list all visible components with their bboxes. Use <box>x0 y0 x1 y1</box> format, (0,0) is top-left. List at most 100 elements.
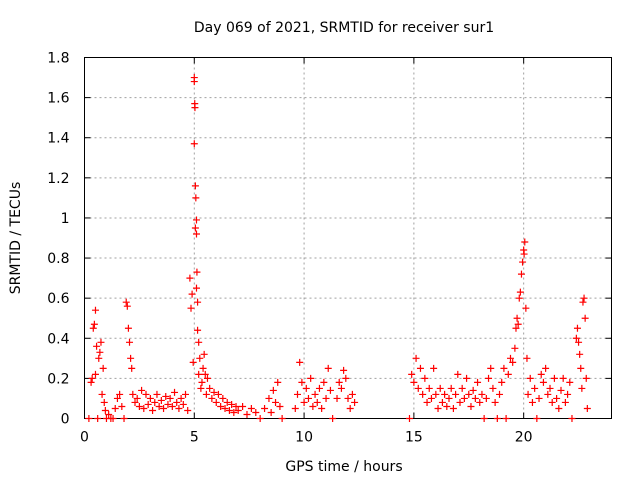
y-axis-label: SRMTID / TECUs <box>8 182 24 295</box>
data-point <box>196 354 204 362</box>
data-point <box>482 394 490 402</box>
data-point <box>498 378 506 386</box>
data-point <box>265 394 273 402</box>
data-point <box>149 406 157 414</box>
data-point <box>579 298 587 306</box>
data-point <box>467 402 475 410</box>
data-point <box>485 374 493 382</box>
data-point <box>416 364 424 372</box>
data-point <box>194 326 202 334</box>
data-point <box>517 270 525 278</box>
data-point <box>135 402 143 410</box>
data-point <box>206 384 214 392</box>
data-point <box>514 320 522 328</box>
data-point <box>228 400 236 408</box>
data-point <box>449 404 457 412</box>
data-point <box>333 394 341 402</box>
data-point <box>133 394 141 402</box>
y-tick-label: 1.8 <box>47 51 69 67</box>
data-point <box>194 298 202 306</box>
data-point <box>528 398 536 406</box>
data-point <box>140 404 148 412</box>
data-point <box>138 386 146 394</box>
data-point <box>519 258 527 266</box>
data-point <box>162 392 170 400</box>
data-point <box>201 370 209 378</box>
data-point <box>100 398 108 406</box>
data-point <box>90 320 98 328</box>
data-point <box>307 374 315 382</box>
data-point <box>513 314 521 322</box>
data-point <box>315 384 323 392</box>
data-point <box>581 314 589 322</box>
data-point <box>311 390 319 398</box>
data-point <box>144 400 152 408</box>
y-tick-label: 1.4 <box>47 131 69 147</box>
x-tick-label: 20 <box>515 430 533 446</box>
data-point <box>122 298 130 306</box>
data-point <box>192 284 200 292</box>
data-point <box>544 390 552 398</box>
data-point <box>322 394 330 402</box>
data-point <box>555 404 563 412</box>
data-point <box>88 374 96 382</box>
data-point <box>298 378 306 386</box>
data-point <box>202 390 210 398</box>
data-point <box>318 404 326 412</box>
data-point <box>548 398 556 406</box>
data-point <box>500 364 508 372</box>
data-point <box>109 415 117 422</box>
grid <box>84 57 612 419</box>
data-point <box>557 386 565 394</box>
data-point <box>572 334 580 342</box>
y-tick-label: 1.6 <box>47 91 69 107</box>
data-point <box>504 370 512 378</box>
data-point <box>198 378 206 386</box>
data-point <box>463 374 471 382</box>
data-point <box>232 402 240 410</box>
data-point <box>521 238 529 246</box>
data-point <box>539 378 547 386</box>
data-point <box>573 324 581 332</box>
data-point <box>522 304 530 312</box>
data-point <box>193 268 201 276</box>
data-point <box>526 374 534 382</box>
data-point <box>190 78 198 86</box>
data-point <box>493 415 501 422</box>
data-point <box>425 384 433 392</box>
data-point <box>192 216 200 224</box>
y-tick-label: 0.8 <box>47 251 69 267</box>
data-point <box>261 404 269 412</box>
y-tick-label: 0.4 <box>47 331 69 347</box>
data-point <box>480 415 488 422</box>
data-point <box>434 404 442 412</box>
data-point <box>128 364 136 372</box>
data-point <box>516 288 524 296</box>
data-point <box>577 364 585 372</box>
data-point <box>427 394 435 402</box>
data-point <box>509 358 517 366</box>
data-point <box>546 384 554 392</box>
data-point <box>531 384 539 392</box>
data-point <box>120 415 128 422</box>
data-point <box>190 140 198 148</box>
data-point <box>423 398 431 406</box>
data-point <box>276 402 284 410</box>
data-point <box>561 398 569 406</box>
data-point <box>164 400 172 408</box>
data-point <box>91 370 99 378</box>
data-point <box>195 370 203 378</box>
data-point <box>199 364 207 372</box>
data-point <box>320 378 328 386</box>
data-point <box>95 354 103 362</box>
data-point <box>247 404 255 412</box>
data-point <box>443 402 451 410</box>
data-point <box>582 374 590 382</box>
data-point <box>465 390 473 398</box>
data-point <box>191 104 199 112</box>
data-point <box>438 398 446 406</box>
x-tick-label: 5 <box>190 430 199 446</box>
y-tick-label: 1 <box>61 211 70 227</box>
data-point <box>542 364 550 372</box>
data-point <box>524 390 532 398</box>
